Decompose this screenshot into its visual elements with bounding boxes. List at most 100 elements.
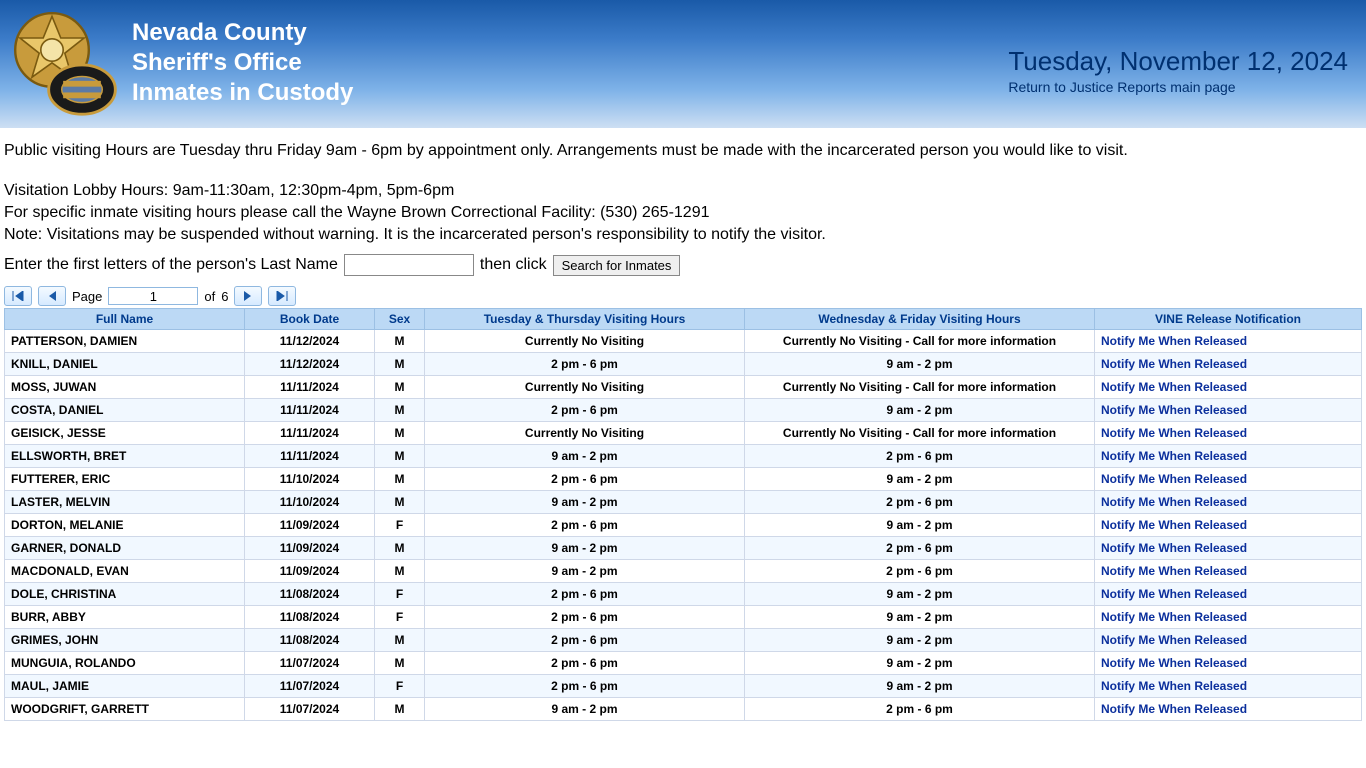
page-title: Nevada County Sheriff's Office Inmates i… — [132, 18, 353, 108]
lastname-input[interactable] — [344, 254, 474, 276]
cell-wed-fri: 2 pm - 6 pm — [745, 698, 1095, 721]
cell-bookdate: 11/08/2024 — [245, 629, 375, 652]
cell-fullname: BURR, ABBY — [5, 606, 245, 629]
search-button[interactable]: Search for Inmates — [553, 255, 681, 276]
cell-tue-thu: 9 am - 2 pm — [425, 560, 745, 583]
title-line-3: Inmates in Custody — [132, 78, 353, 108]
vine-notify-link[interactable]: Notify Me When Released — [1101, 334, 1247, 348]
vine-notify-link[interactable]: Notify Me When Released — [1101, 656, 1247, 670]
cell-fullname: MOSS, JUWAN — [5, 376, 245, 399]
table-row: PATTERSON, DAMIEN11/12/2024MCurrently No… — [5, 330, 1362, 353]
cell-wed-fri: 9 am - 2 pm — [745, 629, 1095, 652]
vine-notify-link[interactable]: Notify Me When Released — [1101, 426, 1247, 440]
col-header-fullname[interactable]: Full Name — [5, 309, 245, 330]
search-prompt-before: Enter the first letters of the person's … — [4, 256, 338, 274]
cell-tue-thu: 2 pm - 6 pm — [425, 583, 745, 606]
cell-wed-fri: Currently No Visiting - Call for more in… — [745, 422, 1095, 445]
cell-bookdate: 11/10/2024 — [245, 468, 375, 491]
pager-page-input[interactable] — [108, 287, 198, 305]
cell-sex: M — [375, 537, 425, 560]
first-page-icon — [12, 291, 24, 301]
table-row: GARNER, DONALD11/09/2024M9 am - 2 pm2 pm… — [5, 537, 1362, 560]
cell-tue-thu: 2 pm - 6 pm — [425, 652, 745, 675]
cell-bookdate: 11/11/2024 — [245, 445, 375, 468]
cell-bookdate: 11/09/2024 — [245, 514, 375, 537]
cell-sex: M — [375, 445, 425, 468]
cell-fullname: GARNER, DONALD — [5, 537, 245, 560]
cell-bookdate: 11/12/2024 — [245, 353, 375, 376]
cell-sex: M — [375, 330, 425, 353]
vine-notify-link[interactable]: Notify Me When Released — [1101, 518, 1247, 532]
pager-next-button[interactable] — [234, 286, 262, 306]
vine-notify-link[interactable]: Notify Me When Released — [1101, 702, 1247, 716]
col-header-bookdate[interactable]: Book Date — [245, 309, 375, 330]
vine-notify-link[interactable]: Notify Me When Released — [1101, 610, 1247, 624]
pager-last-button[interactable] — [268, 286, 296, 306]
cell-wed-fri: 2 pm - 6 pm — [745, 445, 1095, 468]
cell-bookdate: 11/12/2024 — [245, 330, 375, 353]
cell-tue-thu: 2 pm - 6 pm — [425, 399, 745, 422]
cell-wed-fri: 9 am - 2 pm — [745, 583, 1095, 606]
table-row: COSTA, DANIEL11/11/2024M2 pm - 6 pm9 am … — [5, 399, 1362, 422]
cell-tue-thu: 9 am - 2 pm — [425, 491, 745, 514]
cell-wed-fri: 2 pm - 6 pm — [745, 491, 1095, 514]
cell-wed-fri: 9 am - 2 pm — [745, 399, 1095, 422]
cell-sex: M — [375, 560, 425, 583]
vine-notify-link[interactable]: Notify Me When Released — [1101, 495, 1247, 509]
county-shield-icon — [42, 62, 122, 120]
table-row: MAUL, JAMIE11/07/2024F2 pm - 6 pm9 am - … — [5, 675, 1362, 698]
col-header-vine[interactable]: VINE Release Notification — [1095, 309, 1362, 330]
inmates-table: Full Name Book Date Sex Tuesday & Thursd… — [4, 308, 1362, 721]
pager-prev-button[interactable] — [38, 286, 66, 306]
cell-fullname: DORTON, MELANIE — [5, 514, 245, 537]
info-note: Note: Visitations may be suspended witho… — [4, 224, 1362, 246]
col-header-wed-fri[interactable]: Wednesday & Friday Visiting Hours — [745, 309, 1095, 330]
vine-notify-link[interactable]: Notify Me When Released — [1101, 380, 1247, 394]
cell-fullname: MACDONALD, EVAN — [5, 560, 245, 583]
cell-wed-fri: 9 am - 2 pm — [745, 514, 1095, 537]
vine-notify-link[interactable]: Notify Me When Released — [1101, 472, 1247, 486]
vine-notify-link[interactable]: Notify Me When Released — [1101, 587, 1247, 601]
cell-tue-thu: 2 pm - 6 pm — [425, 606, 745, 629]
cell-sex: F — [375, 606, 425, 629]
cell-tue-thu: Currently No Visiting — [425, 376, 745, 399]
cell-bookdate: 11/08/2024 — [245, 606, 375, 629]
prev-page-icon — [47, 291, 57, 301]
cell-sex: M — [375, 353, 425, 376]
vine-notify-link[interactable]: Notify Me When Released — [1101, 679, 1247, 693]
info-paragraph-1: Public visiting Hours are Tuesday thru F… — [4, 140, 1362, 162]
vine-notify-link[interactable]: Notify Me When Released — [1101, 403, 1247, 417]
cell-wed-fri: Currently No Visiting - Call for more in… — [745, 376, 1095, 399]
pager-page-label: Page — [72, 289, 102, 304]
vine-notify-link[interactable]: Notify Me When Released — [1101, 541, 1247, 555]
cell-bookdate: 11/07/2024 — [245, 675, 375, 698]
cell-tue-thu: Currently No Visiting — [425, 330, 745, 353]
info-lobby-hours: Visitation Lobby Hours: 9am-11:30am, 12:… — [4, 180, 1362, 202]
vine-notify-link[interactable]: Notify Me When Released — [1101, 449, 1247, 463]
vine-notify-link[interactable]: Notify Me When Released — [1101, 633, 1247, 647]
table-row: WOODGRIFT, GARRETT11/07/2024M9 am - 2 pm… — [5, 698, 1362, 721]
cell-fullname: GRIMES, JOHN — [5, 629, 245, 652]
col-header-sex[interactable]: Sex — [375, 309, 425, 330]
current-date: Tuesday, November 12, 2024 — [1008, 46, 1348, 77]
cell-sex: F — [375, 514, 425, 537]
pager-of-label: of — [204, 289, 215, 304]
page-header: Nevada County Sheriff's Office Inmates i… — [0, 0, 1366, 128]
cell-sex: M — [375, 422, 425, 445]
pager: Page of 6 — [4, 286, 1362, 306]
info-block: Public visiting Hours are Tuesday thru F… — [0, 128, 1366, 250]
cell-bookdate: 11/11/2024 — [245, 376, 375, 399]
cell-fullname: MUNGUIA, ROLANDO — [5, 652, 245, 675]
col-header-tue-thu[interactable]: Tuesday & Thursday Visiting Hours — [425, 309, 745, 330]
vine-notify-link[interactable]: Notify Me When Released — [1101, 357, 1247, 371]
cell-fullname: KNILL, DANIEL — [5, 353, 245, 376]
pager-first-button[interactable] — [4, 286, 32, 306]
vine-notify-link[interactable]: Notify Me When Released — [1101, 564, 1247, 578]
cell-bookdate: 11/10/2024 — [245, 491, 375, 514]
cell-wed-fri: 9 am - 2 pm — [745, 652, 1095, 675]
cell-bookdate: 11/11/2024 — [245, 422, 375, 445]
return-link[interactable]: Return to Justice Reports main page — [1008, 79, 1348, 95]
header-right: Tuesday, November 12, 2024 Return to Jus… — [1008, 46, 1348, 95]
cell-bookdate: 11/08/2024 — [245, 583, 375, 606]
cell-fullname: FUTTERER, ERIC — [5, 468, 245, 491]
